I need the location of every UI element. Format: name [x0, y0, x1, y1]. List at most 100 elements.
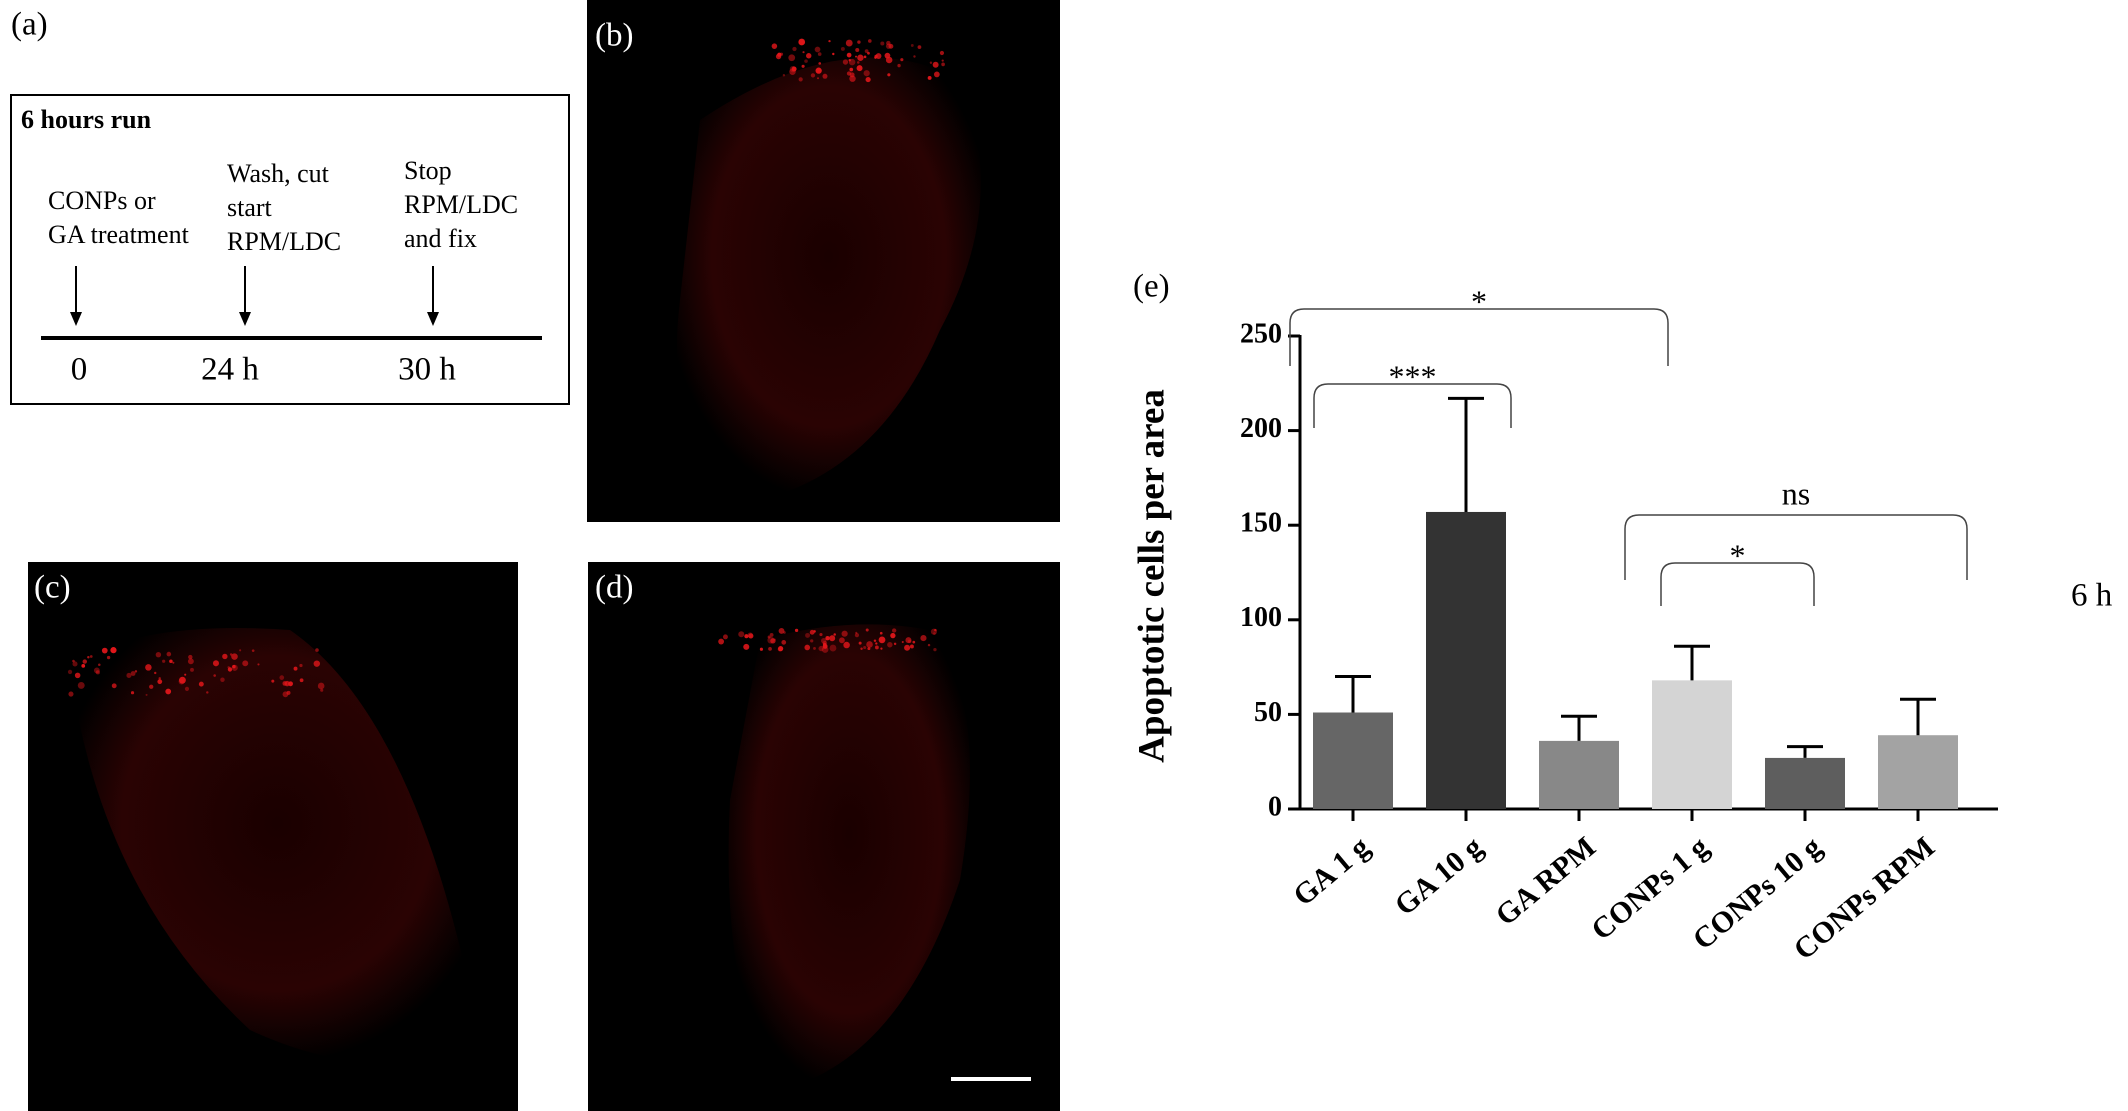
speckle — [846, 52, 852, 58]
speckle — [251, 649, 255, 652]
speckle — [158, 677, 161, 680]
speckle — [72, 659, 75, 663]
speckle — [257, 663, 260, 666]
speckle — [917, 45, 922, 49]
speckle — [747, 632, 753, 638]
speckle — [106, 655, 111, 660]
speckle — [155, 651, 162, 658]
speckle — [818, 645, 824, 652]
speckle — [95, 670, 100, 675]
speckle — [317, 682, 325, 690]
speckle — [858, 641, 862, 645]
speckle — [804, 644, 811, 651]
speckle — [299, 663, 303, 668]
speckle — [825, 636, 830, 641]
speckle — [874, 56, 877, 59]
speckle — [798, 77, 803, 82]
speckle — [320, 688, 324, 692]
speckle — [134, 670, 138, 673]
error-bar — [1335, 675, 1371, 713]
speckle — [271, 679, 275, 683]
x-tick-label: GA 10 g — [1389, 830, 1489, 922]
speckle — [759, 647, 764, 651]
speckle — [187, 658, 194, 665]
timeline-events: CONPs or GA treatment 0 Wash, cut start RPM/L… — [48, 156, 518, 388]
speckle — [904, 644, 911, 651]
speckle — [887, 73, 891, 77]
speckle — [833, 633, 836, 636]
speckle — [178, 678, 185, 685]
speckle — [782, 74, 786, 77]
bar — [1539, 740, 1619, 809]
speckle — [875, 645, 879, 650]
speckle — [875, 53, 882, 59]
image-d: (d) — [588, 562, 1060, 1111]
event-text: Stop — [404, 156, 452, 185]
speckle — [188, 654, 193, 660]
error-bar — [1900, 697, 1936, 736]
bar — [1652, 680, 1732, 809]
speckle — [313, 660, 321, 667]
significance-label: *** — [1389, 358, 1437, 394]
arrow-head — [427, 312, 439, 326]
tissue — [75, 628, 480, 1063]
speckle — [166, 651, 172, 657]
speckle — [929, 61, 933, 64]
speckle — [913, 55, 916, 58]
speckle — [768, 647, 772, 651]
event-text: and fix — [404, 224, 477, 253]
speckle — [744, 634, 749, 639]
time-label: 30 h — [398, 352, 456, 388]
speckle — [74, 672, 81, 679]
y-tick-label: 50 — [1254, 697, 1282, 728]
speckle — [822, 643, 828, 649]
speckle — [818, 62, 822, 65]
speckle — [866, 641, 873, 648]
speckle — [792, 46, 797, 52]
speckle — [910, 44, 914, 47]
speckle — [933, 648, 937, 652]
speckle — [879, 631, 883, 635]
tissue — [676, 57, 981, 500]
speckle — [286, 690, 291, 695]
x-tick-label: GA 1 g — [1287, 830, 1376, 912]
panel-label: (b) — [595, 18, 633, 54]
speckle — [770, 638, 776, 644]
speckle — [813, 646, 816, 650]
speckle — [130, 671, 136, 676]
y-tick-label: 150 — [1240, 508, 1282, 539]
speckle — [839, 637, 845, 644]
speckle — [842, 59, 849, 65]
speckle — [213, 674, 216, 677]
speckle — [748, 633, 754, 639]
speckle — [887, 642, 893, 648]
speckle — [771, 43, 778, 49]
bar — [1426, 511, 1506, 809]
speckle — [856, 61, 860, 64]
y-tick-label: 200 — [1240, 413, 1282, 444]
speckle — [184, 673, 187, 676]
speckle — [848, 58, 856, 66]
speckle — [880, 647, 883, 650]
speckle — [932, 61, 939, 68]
speckle — [87, 656, 90, 659]
speckle — [829, 644, 837, 652]
arrow-head — [239, 312, 251, 326]
y-axis-label: Apoptotic cells per area — [1131, 389, 1172, 763]
speckle — [863, 70, 870, 77]
panel-label: (e) — [1133, 269, 1170, 305]
speckle — [912, 640, 916, 644]
speckle — [791, 66, 797, 72]
panel-label: (c) — [34, 570, 71, 606]
speckle — [172, 661, 175, 664]
speckle — [179, 676, 186, 684]
speckle — [165, 688, 172, 695]
speckle — [873, 639, 877, 642]
speckle — [89, 655, 93, 658]
image-b: (b) — [587, 0, 1060, 522]
error-bar — [1561, 714, 1597, 741]
speckle — [738, 631, 745, 638]
speckle — [798, 38, 806, 46]
speckle — [805, 632, 811, 638]
